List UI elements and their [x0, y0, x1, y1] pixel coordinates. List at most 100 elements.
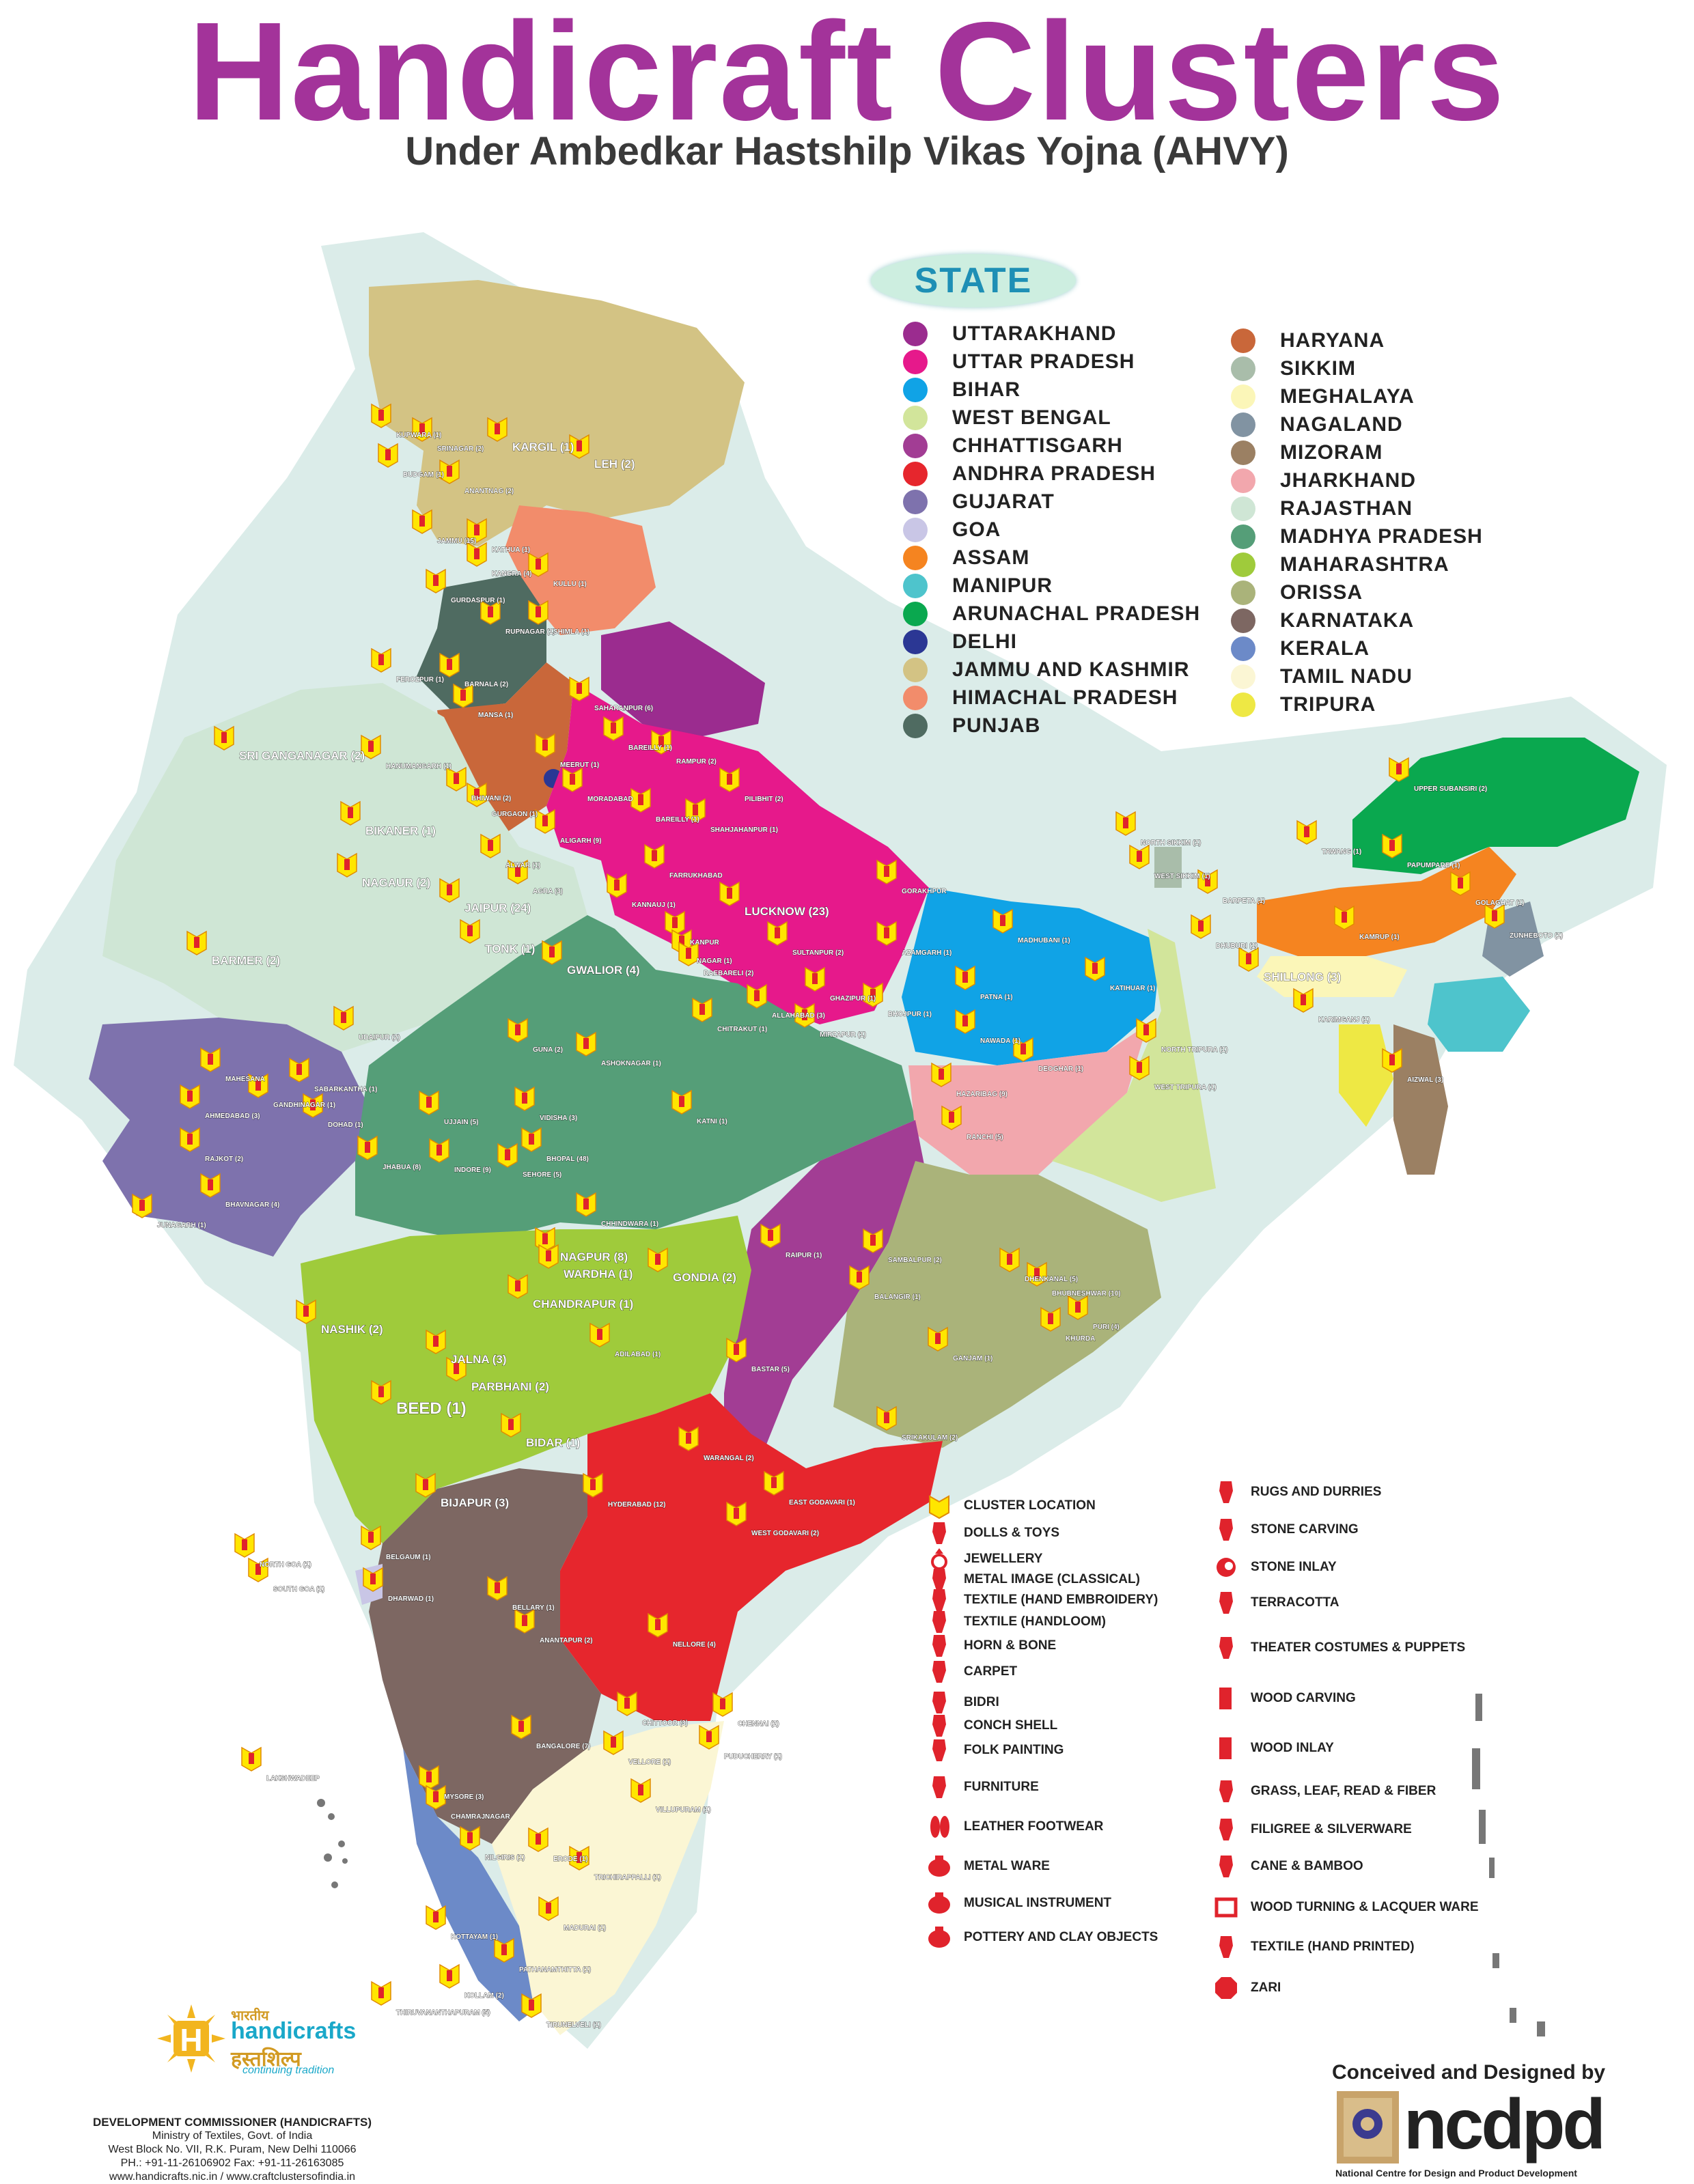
place-label: GANJAM (1)	[953, 1355, 992, 1362]
state-legend-item: NAGALAND	[1231, 410, 1483, 438]
place-label: DEOGHAR (1)	[1038, 1065, 1083, 1073]
state-color-swatch	[903, 321, 928, 346]
state-legend-label: NAGALAND	[1280, 412, 1403, 436]
place-label: BALANGIR (1)	[874, 1293, 921, 1301]
craft-legend-item: BIDRI	[926, 1689, 999, 1716]
cluster-marker	[764, 1470, 784, 1496]
state-legend-item: RAJASTHAN	[1231, 494, 1483, 522]
grass-icon	[1212, 1778, 1240, 1805]
state-legend-label: MEGHALAYA	[1280, 384, 1415, 408]
loom-icon	[926, 1608, 953, 1636]
cluster-marker	[497, 1143, 518, 1168]
craft-legend-label: TEXTILE (HANDLOOM)	[964, 1614, 1106, 1629]
place-label: KULLU (1)	[553, 580, 587, 588]
cluster-marker	[863, 1228, 883, 1253]
cluster-marker	[514, 1608, 535, 1634]
rug-icon	[1212, 1479, 1240, 1506]
state-color-swatch	[903, 545, 928, 570]
lacquer-icon	[1212, 1894, 1240, 1921]
state-color-swatch	[1231, 384, 1255, 409]
place-label: SULTANPUR (2)	[792, 949, 844, 957]
doll-icon	[926, 1520, 953, 1547]
state-legend-label: KERALA	[1280, 636, 1370, 660]
place-label: PILIBHIT (2)	[745, 796, 783, 803]
cluster-marker	[371, 403, 391, 428]
cluster-marker	[361, 734, 381, 759]
craft-legend: CLUSTER LOCATION DOLLS & TOYS JEWELLERY MET…	[926, 1481, 1527, 2039]
state-legend-item: ORISSA	[1231, 578, 1483, 606]
state-color-swatch	[903, 629, 928, 654]
state-legend-column-1: UTTARAKHAND UTTAR PRADESH BIHAR WEST BENGAL…	[903, 320, 1200, 740]
cluster-marker	[1484, 904, 1505, 929]
cluster-marker	[426, 1905, 446, 1930]
craft-legend-item: FURNITURE	[926, 1774, 1039, 1801]
state-color-swatch	[903, 601, 928, 626]
craft-legend-label: GRASS, LEAF, READ & FIBER	[1251, 1784, 1436, 1798]
cluster-marker	[333, 1005, 354, 1031]
craft-legend-item: LEATHER FOOTWEAR	[926, 1813, 1103, 1840]
place-label: JHABUA (8)	[383, 1164, 421, 1171]
cluster-marker	[371, 647, 391, 673]
place-label: AZAMGARH (1)	[902, 949, 952, 957]
cluster-marker	[528, 600, 549, 625]
cluster-marker	[767, 921, 788, 946]
terracotta-icon	[1212, 1589, 1240, 1616]
cluster-marker	[1382, 1048, 1402, 1073]
place-label: CHITTOOR (3)	[642, 1720, 688, 1727]
cluster-marker	[1136, 1018, 1156, 1043]
state-arunachal	[1352, 738, 1639, 874]
place-label: NORTH TRIPURA (1)	[1161, 1046, 1227, 1054]
place-label: BHOJPUR (1)	[888, 1011, 932, 1018]
state-legend-label: MANIPUR	[952, 574, 1053, 597]
craft-legend-item: CLUSTER LOCATION	[926, 1492, 1096, 1520]
place-label: BIKANER (1)	[365, 824, 436, 837]
state-color-swatch	[903, 713, 928, 738]
andaman-islands	[1472, 1694, 1545, 2036]
state-legend-item: JHARKHAND	[1231, 466, 1483, 494]
state-legend-item: CHHATTISGARH	[903, 432, 1200, 460]
cluster-marker	[426, 568, 446, 593]
cluster-marker	[446, 1356, 467, 1382]
cluster-marker	[480, 600, 501, 625]
craft-legend-item: DOLLS & TOYS	[926, 1520, 1059, 1547]
cluster-marker	[248, 1073, 268, 1098]
place-label: JAMMU (15)	[437, 537, 476, 545]
cluster-marker	[363, 1567, 383, 1592]
place-label: SAMBALPUR (2)	[888, 1257, 942, 1264]
craft-legend-label: CARPET	[964, 1664, 1018, 1679]
state-color-swatch	[1231, 636, 1255, 661]
state-legend-label: ARUNACHAL PRADESH	[952, 602, 1201, 625]
place-label: PATNA (1)	[980, 994, 1013, 1001]
state-himachal	[505, 505, 656, 635]
place-label: WEST SIKKIM (1)	[1154, 873, 1210, 880]
state-legend-label: MIZORAM	[1280, 440, 1383, 464]
state-color-swatch	[903, 573, 928, 598]
place-label: ERODE (1)	[553, 1856, 588, 1863]
cluster-marker	[576, 1031, 596, 1056]
cluster-marker	[501, 1412, 521, 1438]
cluster-marker	[480, 833, 501, 858]
place-label: WEST GODAVARI (2)	[751, 1530, 819, 1537]
cluster-marker	[378, 443, 398, 468]
cluster-marker	[538, 1244, 559, 1269]
cluster-marker	[180, 1084, 200, 1109]
cluster-marker	[460, 919, 480, 944]
state-color-swatch	[903, 489, 928, 514]
cluster-marker	[180, 1127, 200, 1152]
indian-handicrafts-logo: H भारतीय handicrafts हस्तशिल्प continuin…	[157, 2004, 376, 2080]
page-title: Handicraft Clusters	[188, 0, 1506, 150]
place-label: KANNAUJ (1)	[632, 901, 676, 909]
state-color-swatch	[1231, 664, 1255, 689]
shoe-icon	[926, 1813, 953, 1840]
place-label: NELLORE (4)	[673, 1641, 716, 1649]
place-label: DHENKANAL (5)	[1025, 1276, 1078, 1283]
cluster-marker	[562, 767, 583, 792]
craft-legend-item: FILIGREE & SILVERWARE	[1212, 1816, 1412, 1843]
state-color-swatch	[1231, 440, 1255, 465]
cluster-marker	[1191, 914, 1211, 939]
cluster-marker	[1334, 905, 1355, 930]
cluster-marker	[678, 941, 699, 966]
cluster-marker	[726, 1501, 747, 1526]
craft-legend-item: THEATER COSTUMES & PUPPETS	[1212, 1634, 1465, 1662]
place-label: BUDGAM (1)	[403, 471, 444, 479]
